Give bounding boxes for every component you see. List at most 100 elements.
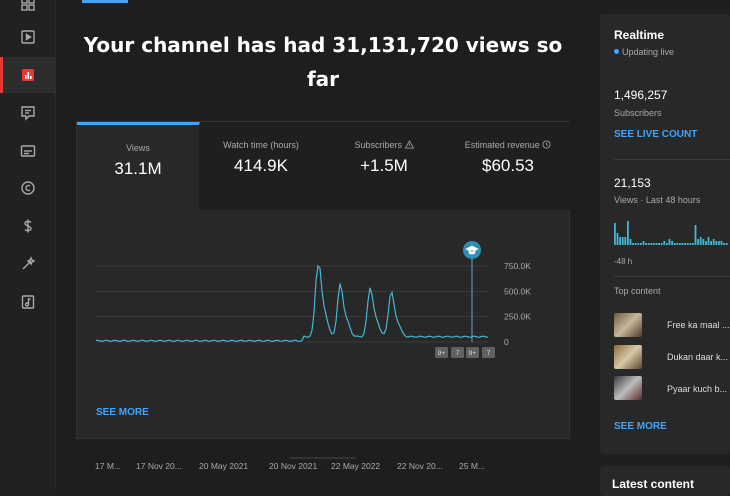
- views-chart-svg: 750.0K 500.0K 250.0K 0 9+ 7 9+ 7: [95, 241, 531, 358]
- realtime-bar: [647, 243, 650, 245]
- realtime-bar: [616, 233, 619, 245]
- tab-subscribers[interactable]: Subscribers +1.5M: [323, 122, 446, 210]
- event-badge-label: 9+: [469, 350, 477, 357]
- realtime-bar: [619, 237, 621, 245]
- x-tick-label: 25 M...: [459, 461, 485, 471]
- views-chart: 750.0K 500.0K 250.0K 0 9+ 7 9+ 7 17 M... 17 Nov…: [77, 210, 571, 471]
- page-title: Your channel has had 31,131,720 views so…: [83, 33, 563, 91]
- realtime-bar: [668, 239, 671, 245]
- copyright-icon[interactable]: [0, 170, 56, 206]
- realtime-bar: [720, 241, 723, 245]
- realtime-bar: [710, 241, 712, 245]
- realtime-bar: [684, 243, 686, 245]
- realtime-bar: [653, 243, 655, 245]
- realtime-bar: [640, 243, 642, 245]
- video-thumbnail[interactable]: [614, 345, 642, 369]
- metric-label: Estimated revenue: [446, 140, 570, 150]
- realtime-bar: [658, 243, 660, 245]
- realtime-bar: [697, 239, 699, 245]
- realtime-bar: [671, 241, 673, 245]
- tab-watch-time[interactable]: Watch time (hours) 414.9K: [200, 122, 323, 210]
- realtime-bar: [699, 237, 702, 245]
- metric-value: +1.5M: [360, 156, 408, 175]
- series-line: [95, 264, 489, 343]
- event-badge: [451, 347, 464, 358]
- views-label: Views · Last 48 hours: [614, 195, 701, 205]
- realtime-bar: [679, 243, 681, 245]
- metric-label: Watch time (hours): [223, 140, 299, 150]
- realtime-bar: [692, 243, 694, 245]
- divider: [614, 276, 730, 277]
- see-live-count-link[interactable]: SEE LIVE COUNT: [614, 129, 698, 140]
- video-thumbnail[interactable]: [614, 313, 642, 337]
- time-range-label: -48 h: [614, 257, 633, 266]
- views-count: 21,153: [614, 176, 651, 190]
- realtime-panel: Realtime Updating live 1,496,257 Subscri…: [600, 0, 730, 496]
- realtime-bar: [681, 243, 684, 245]
- realtime-bar: [715, 241, 718, 245]
- x-tick-label: 17 Nov 20...: [136, 461, 182, 471]
- x-axis-labels: 17 M... 17 Nov 20... 20 May 2021 20 Nov …: [77, 461, 571, 475]
- x-tick-label: 17 M...: [95, 461, 121, 471]
- see-more-link[interactable]: SEE MORE: [614, 421, 667, 432]
- metric-label: Views: [126, 143, 150, 153]
- video-thumbnail[interactable]: [614, 376, 642, 400]
- comments-icon[interactable]: [0, 95, 56, 131]
- realtime-bar: [676, 243, 679, 245]
- content-icon[interactable]: [0, 19, 56, 55]
- customization-icon[interactable]: [0, 246, 56, 282]
- analytics-icon[interactable]: [0, 57, 56, 93]
- realtime-bar: [645, 243, 647, 245]
- realtime-bar: [666, 243, 668, 245]
- realtime-bar: [723, 243, 725, 245]
- realtime-bar: [686, 243, 689, 245]
- subscriber-count: 1,496,257: [614, 88, 668, 102]
- see-more-link[interactable]: SEE MORE: [96, 407, 149, 418]
- graduation-cap-shape: [465, 245, 479, 255]
- realtime-bar: [660, 243, 663, 245]
- top-content-title[interactable]: Pyaar kuch b...: [667, 384, 728, 394]
- y-tick-label: 750.0K: [504, 261, 531, 271]
- metric-value: $60.53: [482, 156, 534, 175]
- realtime-bar: [673, 243, 676, 245]
- realtime-bar: [702, 239, 705, 245]
- overview-card: Views 31.1M Watch time (hours) 414.9K Su…: [76, 121, 571, 471]
- realtime-bar: [707, 237, 710, 245]
- event-badge: [482, 347, 495, 358]
- metric-value: 414.9K: [234, 156, 288, 175]
- x-tick-label: 22 May 2022: [331, 461, 381, 471]
- realtime-bar: [712, 239, 715, 245]
- top-content-title[interactable]: Free ka maal ...: [667, 320, 730, 330]
- dashboard-icon[interactable]: [0, 0, 56, 22]
- event-badge-label: 7: [487, 350, 491, 357]
- earn-icon[interactable]: [0, 208, 56, 244]
- realtime-bar: [694, 225, 697, 245]
- live-status: Updating live: [614, 47, 674, 57]
- realtime-bar: [627, 221, 629, 245]
- warning-icon: [404, 140, 414, 149]
- x-tick-label: 20 May 2021: [199, 461, 249, 471]
- live-dot-icon: [614, 49, 619, 54]
- divider: [614, 159, 730, 160]
- realtime-title: Realtime: [614, 28, 665, 42]
- realtime-bar: [634, 243, 637, 245]
- subscribers-label: Subscribers: [614, 108, 662, 118]
- realtime-bar: [705, 241, 707, 245]
- top-content-label: Top content: [614, 286, 661, 296]
- info-icon: [542, 140, 551, 149]
- realtime-bar: [663, 241, 666, 245]
- y-tick-label: 500.0K: [504, 286, 531, 296]
- top-content-title[interactable]: Dukan daar k...: [667, 352, 729, 362]
- subtitles-icon[interactable]: [0, 133, 56, 169]
- realtime-bar-chart: [614, 221, 728, 245]
- y-tick-label: 0: [504, 337, 509, 347]
- tab-estimated-revenue[interactable]: Estimated revenue $60.53: [446, 122, 570, 210]
- tab-views[interactable]: Views 31.1M: [77, 122, 200, 210]
- realtime-bar: [725, 243, 728, 245]
- realtime-bar: [614, 223, 616, 245]
- divider: [290, 457, 356, 459]
- realtime-bar: [655, 243, 658, 245]
- y-tick-label: 250.0K: [504, 312, 531, 322]
- realtime-bar: [650, 243, 653, 245]
- audio-library-icon[interactable]: [0, 284, 56, 320]
